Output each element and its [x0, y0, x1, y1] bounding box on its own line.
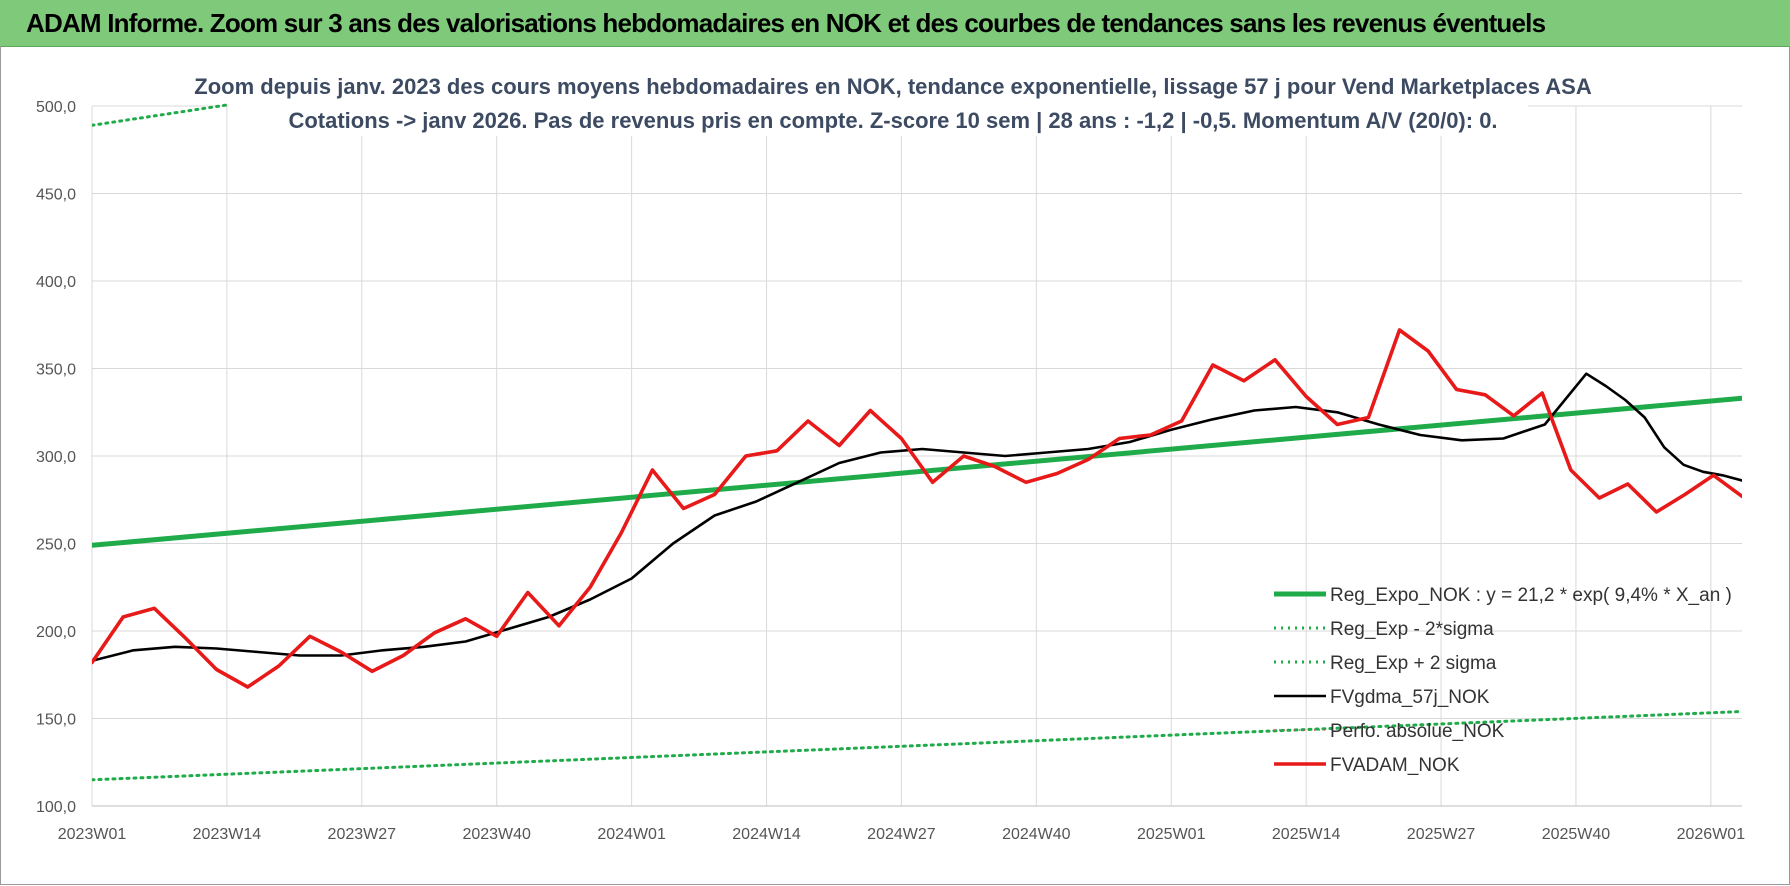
x-tick-label: 2024W40 — [1002, 826, 1071, 843]
page-title: ADAM Informe. Zoom sur 3 ans des valoris… — [26, 8, 1546, 38]
subtitle-background — [228, 70, 1528, 136]
legend-label: Reg_Exp - 2*sigma — [1330, 619, 1494, 640]
legend-label: Reg_Expo_NOK : y = 21,2 * exp( 9,4% * X_… — [1330, 585, 1732, 606]
y-tick-label: 450,0 — [36, 187, 76, 204]
x-tick-label: 2024W27 — [867, 826, 936, 843]
legend-label: Reg_Exp + 2 sigma — [1330, 653, 1497, 674]
chart-subtitle-line2: Cotations -> janv 2026. Pas de revenus p… — [288, 108, 1497, 133]
reg-expo-trend-line — [92, 395, 1742, 548]
grid-lines — [91, 105, 1742, 807]
x-tick-label: 2025W40 — [1542, 826, 1611, 843]
y-tick-label: 400,0 — [36, 274, 76, 291]
x-tick-label: 2025W27 — [1407, 826, 1476, 843]
y-tick-label: 250,0 — [36, 537, 76, 554]
chart-subtitle-line1: Zoom depuis janv. 2023 des cours moyens … — [194, 74, 1592, 99]
y-tick-label: 150,0 — [36, 712, 76, 729]
legend-label: Perfo. absolue_NOK — [1330, 721, 1505, 742]
legend-label: FVgdma_57j_NOK — [1330, 687, 1490, 708]
y-tick-label: 100,0 — [36, 799, 76, 816]
x-tick-label: 2025W14 — [1272, 826, 1341, 843]
y-tick-label: 300,0 — [36, 449, 76, 466]
reg-exp-minus-2sigma-line — [92, 710, 1742, 782]
axes: 100,0 150,0 200,0 250,0 300,0 350,0 400,0 450,0… — [36, 99, 1745, 843]
fvadam-line — [92, 328, 1742, 689]
x-tick-label: 2025W01 — [1137, 826, 1206, 843]
x-tick-label: 2026W01 — [1677, 826, 1746, 843]
x-tick-label: 2024W14 — [732, 826, 801, 843]
series-layer — [92, 92, 1742, 782]
header-banner: ADAM Informe. Zoom sur 3 ans des valoris… — [0, 0, 1790, 47]
x-tick-label: 2023W01 — [58, 826, 127, 843]
y-tick-label: 500,0 — [36, 99, 76, 116]
x-tick-label: 2023W27 — [328, 826, 397, 843]
y-tick-label: 350,0 — [36, 362, 76, 379]
x-tick-label: 2023W40 — [462, 826, 531, 843]
legend-label: FVADAM_NOK — [1330, 755, 1460, 776]
x-tick-label: 2024W01 — [597, 826, 666, 843]
x-tick-label: 2023W14 — [193, 826, 262, 843]
fvgdma-57j-line — [92, 372, 1742, 663]
legend: Reg_Expo_NOK : y = 21,2 * exp( 9,4% * X_… — [1274, 585, 1732, 776]
y-tick-label: 200,0 — [36, 624, 76, 641]
